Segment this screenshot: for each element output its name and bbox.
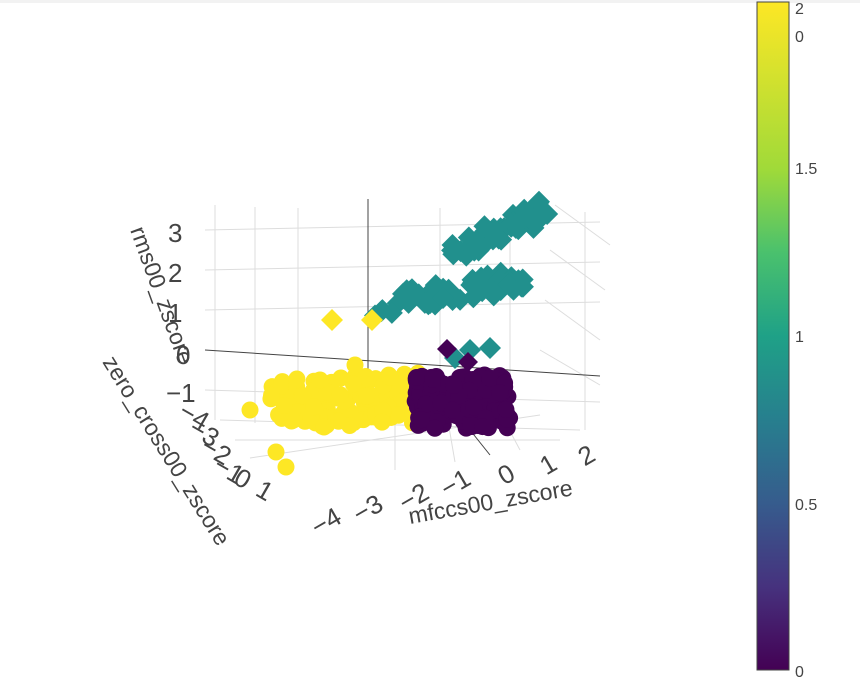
- x-tick-minus4: −4: [306, 501, 347, 542]
- z-tick-2: 2: [168, 258, 182, 288]
- data-point-cluster-0[interactable]: [465, 398, 483, 416]
- data-point-cluster-2[interactable]: [389, 406, 407, 424]
- data-point-cluster-2[interactable]: [361, 309, 383, 331]
- data-point-cluster-2[interactable]: [346, 356, 364, 374]
- data-markers[interactable]: [241, 190, 559, 476]
- data-point-cluster-0[interactable]: [491, 384, 509, 402]
- data-point-cluster-2[interactable]: [344, 375, 362, 393]
- data-point-cluster-2[interactable]: [315, 418, 333, 436]
- data-point-cluster-1[interactable]: [483, 281, 506, 304]
- x-tick-minus3: −3: [347, 488, 388, 529]
- z-tick-3: 3: [168, 218, 182, 248]
- y-tick-1: 1: [251, 474, 279, 507]
- colorbar-tick-1: 1: [795, 329, 804, 346]
- data-point-cluster-0[interactable]: [497, 400, 515, 418]
- data-point-cluster-2[interactable]: [311, 371, 329, 389]
- colorbar-tick-extra-0: 0: [795, 29, 804, 46]
- top-bar: [0, 0, 860, 3]
- data-point-cluster-1[interactable]: [497, 273, 520, 296]
- data-point-cluster-0[interactable]: [481, 369, 499, 387]
- data-point-cluster-0[interactable]: [426, 419, 444, 437]
- data-point-cluster-1[interactable]: [510, 207, 533, 230]
- data-point-cluster-0[interactable]: [443, 401, 461, 419]
- data-point-cluster-2[interactable]: [330, 412, 348, 430]
- data-point-cluster-0[interactable]: [445, 376, 463, 394]
- data-point-cluster-2[interactable]: [241, 401, 259, 419]
- data-point-cluster-1[interactable]: [418, 289, 441, 312]
- data-point-cluster-1[interactable]: [500, 213, 523, 236]
- data-point-cluster-0[interactable]: [413, 411, 431, 429]
- z-tick-0: 0: [176, 340, 190, 370]
- data-point-cluster-2[interactable]: [294, 387, 312, 405]
- data-point-cluster-1[interactable]: [431, 286, 454, 309]
- data-point-cluster-1[interactable]: [462, 286, 485, 309]
- x-axis-title: mfccs00_zscore: [406, 474, 574, 528]
- data-point-cluster-1[interactable]: [510, 275, 533, 298]
- data-point-cluster-1[interactable]: [479, 337, 501, 359]
- data-point-cluster-2[interactable]: [275, 397, 293, 415]
- data-point-cluster-2[interactable]: [381, 368, 399, 386]
- data-point-cluster-2[interactable]: [321, 309, 343, 331]
- data-point-cluster-1[interactable]: [482, 218, 505, 241]
- data-point-cluster-0[interactable]: [474, 418, 492, 436]
- data-point-cluster-2[interactable]: [331, 386, 349, 404]
- z-axis-ticks: 3 2 1 0 −1: [166, 218, 196, 408]
- data-point-cluster-1[interactable]: [449, 240, 472, 263]
- data-point-cluster-2[interactable]: [277, 458, 295, 476]
- data-point-cluster-1[interactable]: [470, 271, 493, 294]
- colorbar-gradient: [756, 1, 790, 671]
- data-point-cluster-0[interactable]: [407, 368, 425, 386]
- z-tick-1: 1: [168, 298, 182, 328]
- data-point-cluster-0[interactable]: [423, 370, 441, 388]
- data-point-cluster-2[interactable]: [263, 386, 281, 404]
- data-point-cluster-0[interactable]: [417, 395, 435, 413]
- data-point-cluster-1[interactable]: [467, 239, 490, 262]
- colorbar[interactable]: 2 0 1.5 1 0.5 0: [756, 1, 817, 681]
- data-point-cluster-0[interactable]: [437, 339, 457, 359]
- colorbar-tick-0: 0: [795, 664, 804, 681]
- x-tick-2: 2: [573, 439, 601, 472]
- colorbar-tick-2: 2: [795, 1, 804, 18]
- colorbar-tick-1-5: 1.5: [795, 161, 817, 178]
- data-point-cluster-0[interactable]: [458, 352, 478, 372]
- z-tick-minus1: −1: [166, 378, 196, 408]
- data-point-cluster-2[interactable]: [305, 398, 323, 416]
- data-point-cluster-2[interactable]: [358, 387, 376, 405]
- data-point-cluster-2[interactable]: [267, 443, 285, 461]
- data-point-cluster-2[interactable]: [373, 413, 391, 431]
- data-point-cluster-1[interactable]: [400, 278, 423, 301]
- colorbar-tick-0-5: 0.5: [795, 497, 817, 514]
- z-axis-title: rms00_zscore: [125, 223, 199, 368]
